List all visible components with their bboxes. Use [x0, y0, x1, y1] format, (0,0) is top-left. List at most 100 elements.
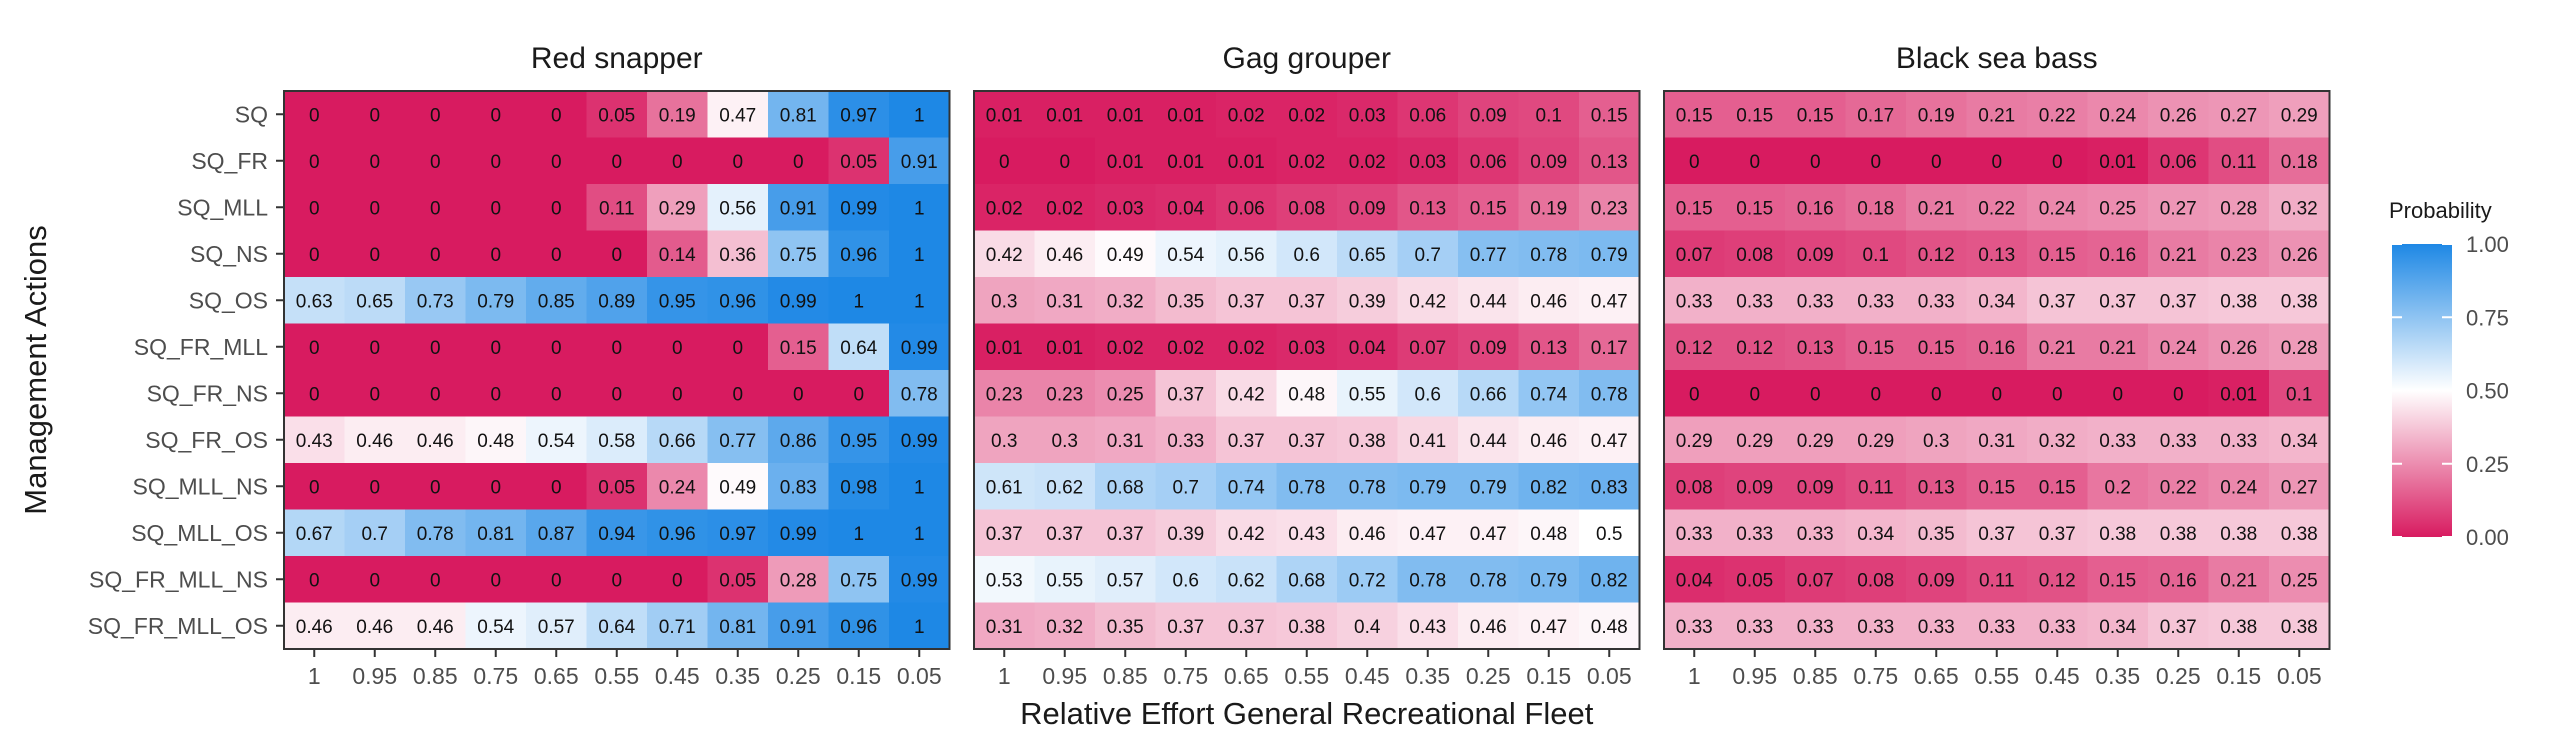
heatmap-cell	[1216, 556, 1278, 604]
heatmap-cell	[889, 230, 951, 278]
cell-value-label: 0	[309, 245, 320, 266]
heatmap-cell	[707, 230, 769, 278]
heatmap-cell	[344, 602, 406, 650]
cell-value-label: 0.44	[1470, 431, 1507, 452]
cell-value-label: 0.33	[2039, 617, 2076, 638]
cell-value-label: 0.96	[719, 291, 756, 312]
heatmap-cell	[1095, 556, 1157, 604]
cell-value-label: 0.18	[2281, 152, 2318, 173]
cell-value-label: 0.01	[1228, 152, 1265, 173]
cell-value-label: 1	[853, 524, 864, 545]
heatmap-cell	[768, 463, 830, 511]
heatmap-cell	[1155, 463, 1217, 511]
x-tick-label: 0.05	[1587, 663, 1632, 689]
heatmap-cell	[1276, 370, 1338, 418]
heatmap-cell	[1966, 416, 2028, 464]
cell-value-label: 0.39	[1349, 291, 1386, 312]
heatmap-cell	[2027, 184, 2089, 232]
cell-value-label: 0.15	[1736, 198, 1773, 219]
heatmap-cell	[707, 602, 769, 650]
cell-value-label: 0	[793, 152, 804, 173]
heatmap-cell	[1216, 370, 1278, 418]
heatmap-cell	[586, 602, 648, 650]
cell-value-label: 0.41	[1409, 431, 1446, 452]
heatmap-cell	[1276, 137, 1338, 185]
cell-value-label: 0.25	[2099, 198, 2136, 219]
cell-value-label: 0.23	[2220, 245, 2257, 266]
heatmap-cell	[405, 137, 467, 185]
heatmap-cell	[1966, 509, 2028, 557]
heatmap-cell	[1785, 509, 1847, 557]
cell-value-label: 0.86	[780, 431, 817, 452]
heatmap-cell	[344, 463, 406, 511]
heatmap-cell	[284, 602, 346, 650]
cell-value-label: 0	[490, 570, 501, 591]
y-tick-label: SQ_FR_MLL_NS	[89, 566, 268, 592]
cell-value-label: 0.37	[2099, 291, 2136, 312]
heatmap-cell	[1397, 323, 1459, 371]
cell-value-label: 0.38	[2281, 617, 2318, 638]
heatmap-cell	[465, 137, 527, 185]
x-tick-label: 0.85	[1103, 663, 1148, 689]
heatmap-cell	[647, 416, 709, 464]
heatmap-cell	[1579, 463, 1641, 511]
heatmap-cell	[465, 416, 527, 464]
y-tick-label: SQ_MLL_OS	[131, 520, 268, 546]
heatmap-cell	[647, 602, 709, 650]
cell-value-label: 0.35	[1167, 291, 1204, 312]
legend-title: Probability	[2389, 198, 2492, 223]
cell-value-label: 0.68	[1288, 570, 1325, 591]
cell-value-label: 0	[551, 198, 562, 219]
cell-value-label: 0	[1991, 152, 2002, 173]
cell-value-label: 0.26	[2160, 105, 2197, 126]
cell-value-label: 0.31	[1046, 291, 1083, 312]
cell-value-label: 0.15	[2099, 570, 2136, 591]
cell-value-label: 0	[369, 477, 380, 498]
cell-value-label: 0.24	[2099, 105, 2136, 126]
cell-value-label: 0.02	[1107, 338, 1144, 359]
heatmap-cell	[1906, 137, 1968, 185]
x-tick-label: 0.55	[594, 663, 639, 689]
heatmap-cell	[1724, 463, 1786, 511]
heatmap-cell	[974, 602, 1036, 650]
heatmap-cell	[647, 556, 709, 604]
cell-value-label: 0.96	[659, 524, 696, 545]
cell-value-label: 0.71	[659, 617, 696, 638]
legend-tick-label: 0.75	[2466, 305, 2509, 330]
cell-value-label: 0.03	[1107, 198, 1144, 219]
cell-value-label: 0.82	[1530, 477, 1567, 498]
heatmap-cell	[768, 416, 830, 464]
cell-value-label: 0.46	[417, 617, 454, 638]
heatmap-cell	[1845, 137, 1907, 185]
heatmap-cell	[1216, 277, 1278, 325]
heatmap-cell	[1845, 416, 1907, 464]
heatmap-cell	[1724, 230, 1786, 278]
cell-value-label: 0.21	[2220, 570, 2257, 591]
cell-value-label: 0.33	[1978, 617, 2015, 638]
cell-value-label: 0	[1931, 384, 1942, 405]
cell-value-label: 0.15	[1857, 338, 1894, 359]
heatmap-cell	[1906, 416, 1968, 464]
heatmap-cell	[526, 277, 588, 325]
heatmap-cell	[2027, 463, 2089, 511]
heatmap-cell	[1724, 556, 1786, 604]
cell-value-label: 0.06	[1409, 105, 1446, 126]
cell-value-label: 0.79	[477, 291, 514, 312]
cell-value-label: 0.22	[1978, 198, 2015, 219]
cell-value-label: 0	[490, 245, 501, 266]
heatmap-cell	[1397, 230, 1459, 278]
cell-value-label: 0.33	[2160, 431, 2197, 452]
heatmap-cell	[465, 184, 527, 232]
heatmap-cell	[1518, 277, 1580, 325]
heatmap-cell	[1155, 230, 1217, 278]
cell-value-label: 0.34	[1978, 291, 2015, 312]
heatmap-cell	[707, 137, 769, 185]
cell-value-label: 0.58	[598, 431, 635, 452]
cell-value-label: 0.09	[1349, 198, 1386, 219]
cell-value-label: 0.11	[599, 198, 635, 219]
heatmap-cell	[526, 556, 588, 604]
heatmap-cell	[1095, 137, 1157, 185]
heatmap-cell	[1664, 137, 1726, 185]
heatmap-cell	[2027, 416, 2089, 464]
x-tick-label: 1	[998, 663, 1011, 689]
